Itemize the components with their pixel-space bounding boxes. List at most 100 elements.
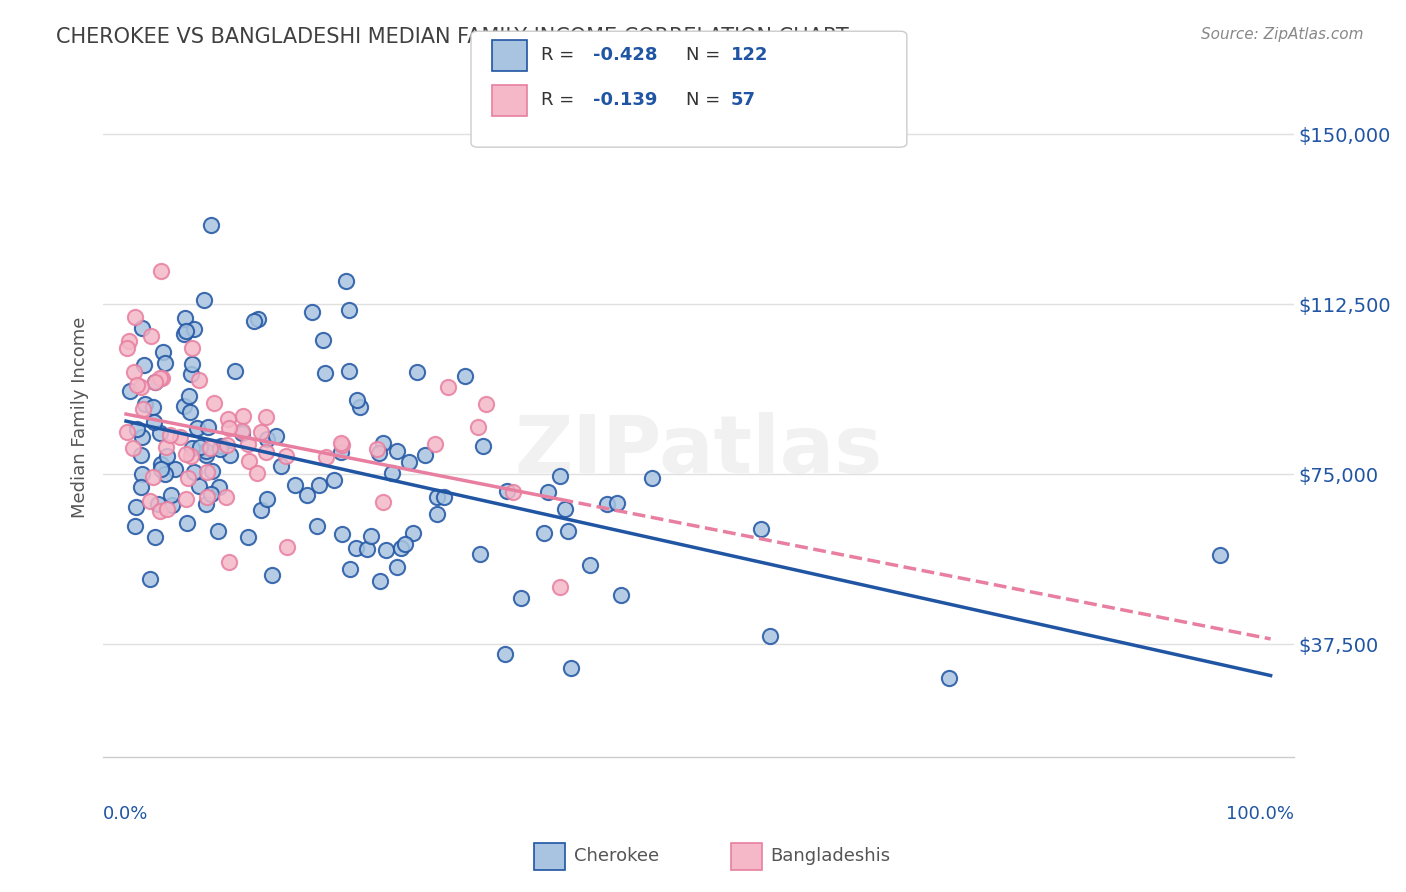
Point: [169, 430, 191, 444]
Point: [256, 432, 278, 446]
Point: [247, 311, 270, 326]
Point: [139, 572, 162, 586]
Point: [180, 367, 202, 381]
Point: [330, 526, 353, 541]
Point: [117, 334, 139, 348]
Point: [120, 384, 142, 399]
Point: [124, 310, 146, 324]
Point: [129, 448, 152, 462]
Point: [426, 490, 449, 504]
Point: [183, 322, 205, 336]
Point: [1209, 548, 1232, 562]
Point: [254, 410, 277, 425]
Point: [385, 559, 408, 574]
Point: [122, 442, 145, 456]
Point: [153, 467, 176, 482]
Point: [356, 541, 378, 556]
Point: [150, 371, 173, 385]
Point: [208, 480, 231, 494]
Point: [471, 439, 494, 453]
Point: [207, 524, 229, 539]
Point: [606, 496, 628, 510]
Point: [218, 448, 240, 462]
Point: [127, 422, 149, 436]
Point: [243, 314, 266, 328]
Point: [181, 357, 204, 371]
Point: [270, 458, 292, 473]
Point: [405, 365, 427, 379]
Point: [276, 540, 298, 554]
Point: [180, 449, 202, 463]
Point: [174, 324, 197, 338]
Point: [142, 415, 165, 429]
Point: [360, 529, 382, 543]
Point: [502, 485, 524, 500]
Point: [125, 500, 148, 514]
Point: [187, 373, 209, 387]
Point: [180, 341, 202, 355]
Point: [467, 419, 489, 434]
Point: [142, 401, 165, 415]
Point: [554, 502, 576, 516]
Point: [560, 661, 582, 675]
Point: [215, 490, 238, 504]
Point: [209, 439, 232, 453]
Point: [231, 426, 253, 441]
Point: [122, 365, 145, 379]
Point: [389, 541, 412, 555]
Point: [295, 488, 318, 502]
Point: [413, 448, 436, 462]
Point: [179, 405, 201, 419]
Point: [177, 389, 200, 403]
Point: [200, 218, 222, 232]
Point: [188, 479, 211, 493]
Point: [322, 473, 344, 487]
Point: [315, 450, 337, 464]
Point: [160, 498, 183, 512]
Point: [183, 465, 205, 479]
Text: 57: 57: [731, 91, 756, 109]
Point: [494, 648, 516, 662]
Point: [138, 494, 160, 508]
Point: [337, 302, 360, 317]
Point: [150, 462, 173, 476]
Point: [159, 427, 181, 442]
Point: [510, 591, 533, 606]
Point: [346, 392, 368, 407]
Point: [264, 428, 287, 442]
Point: [115, 425, 138, 439]
Point: [208, 442, 231, 456]
Point: [550, 581, 572, 595]
Point: [330, 444, 353, 458]
Point: [758, 630, 780, 644]
Point: [749, 522, 772, 536]
Point: [385, 444, 408, 458]
Point: [557, 524, 579, 538]
Point: [938, 671, 960, 685]
Point: [131, 467, 153, 481]
Point: [305, 519, 328, 533]
Point: [610, 588, 633, 602]
Point: [131, 320, 153, 334]
Point: [314, 366, 336, 380]
Point: [197, 420, 219, 434]
Text: Bangladeshis: Bangladeshis: [770, 847, 890, 865]
Point: [195, 490, 218, 504]
Point: [238, 454, 260, 468]
Point: [398, 455, 420, 469]
Point: [238, 436, 260, 450]
Point: [349, 400, 371, 414]
Point: [224, 364, 246, 378]
Point: [152, 345, 174, 359]
Point: [194, 497, 217, 511]
Point: [218, 421, 240, 435]
Point: [141, 329, 163, 343]
Point: [366, 442, 388, 457]
Point: [344, 541, 367, 556]
Point: [143, 375, 166, 389]
Point: [156, 449, 179, 463]
Point: [401, 525, 423, 540]
Point: [127, 377, 149, 392]
Point: [186, 420, 208, 434]
Point: [596, 497, 619, 511]
